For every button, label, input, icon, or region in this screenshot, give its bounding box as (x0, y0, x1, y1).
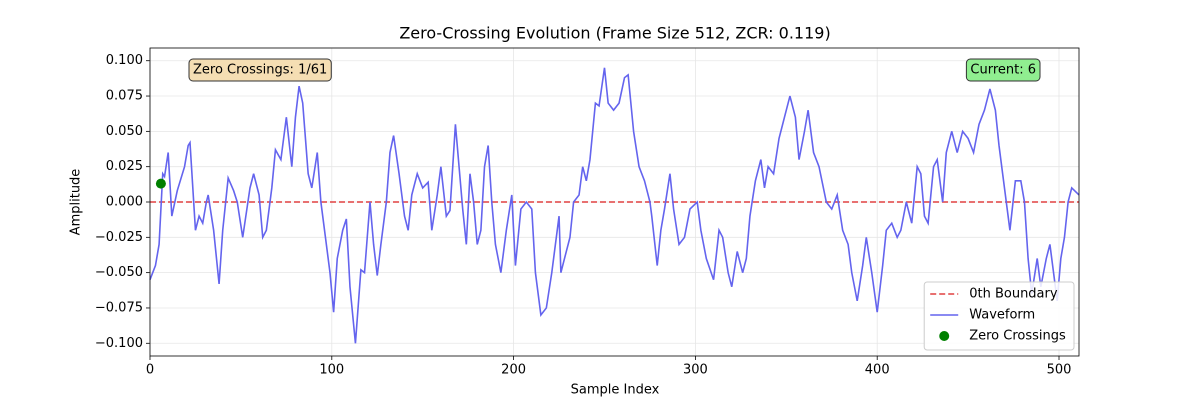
y-tick-label: −0.075 (95, 300, 143, 315)
chart-title: Zero-Crossing Evolution (Frame Size 512,… (399, 24, 830, 43)
x-tick-label: 0 (146, 363, 154, 378)
zero-crossing-point (155, 178, 166, 189)
legend-box (923, 281, 1075, 351)
y-axis-label: Amplitude (69, 169, 84, 236)
y-tick-label: 0.075 (106, 89, 143, 104)
legend: 0th Boundary Waveform Zero Crossings (923, 281, 1075, 351)
x-tick-label: 500 (1047, 363, 1072, 378)
annotation-box (188, 58, 332, 82)
x-tick-label: 100 (319, 363, 344, 378)
x-tick-label: 200 (501, 363, 526, 378)
waveform-line (149, 67, 1080, 344)
y-tick-label: 0.000 (106, 195, 143, 210)
y-tick-label: 0.025 (106, 159, 143, 174)
legend-label: Waveform (969, 308, 1035, 323)
annotation-text: Zero Crossings: 1/61 (193, 63, 327, 78)
annotation-text: Current: 6 (970, 63, 1036, 78)
annotation: Current: 6 (965, 58, 1041, 82)
y-tick-label: −0.050 (95, 265, 143, 280)
y-tick-label: −0.100 (95, 336, 143, 351)
annotation-box (965, 58, 1041, 82)
legend-label: 0th Boundary (969, 287, 1058, 302)
x-axis-label: Sample Index (571, 383, 660, 398)
y-tick-label: 0.050 (106, 124, 143, 139)
annotation: Zero Crossings: 1/61 (188, 58, 332, 82)
x-tick-label: 400 (865, 363, 890, 378)
x-tick-label: 300 (683, 363, 708, 378)
plot-frame (149, 47, 1080, 357)
legend-marker (939, 331, 950, 341)
y-tick-label: −0.025 (95, 230, 143, 245)
y-tick-label: 0.100 (106, 53, 143, 68)
legend-label: Zero Crossings (969, 329, 1066, 344)
